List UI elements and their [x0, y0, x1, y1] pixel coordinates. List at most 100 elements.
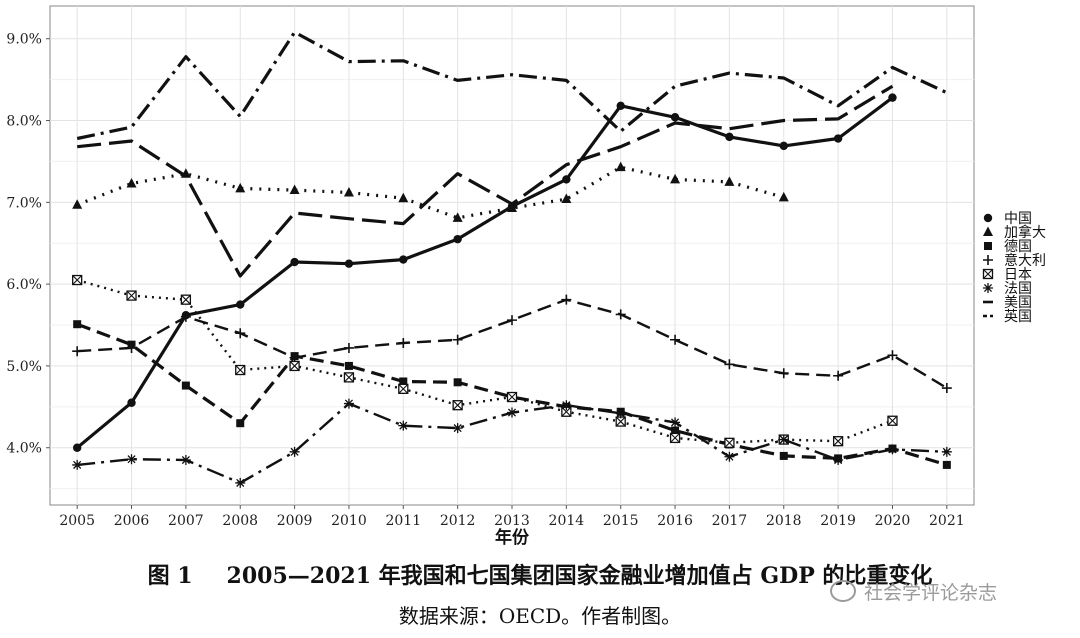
data-point — [615, 309, 626, 320]
marker-star — [724, 451, 735, 462]
data-point — [235, 364, 246, 376]
marker-plus — [941, 383, 952, 394]
data-point — [887, 444, 898, 455]
data-point — [180, 455, 191, 466]
marker-triangle — [235, 182, 246, 193]
data-point — [72, 443, 82, 452]
marker-box-cross — [983, 269, 993, 279]
marker-plus — [670, 334, 681, 345]
legend-label: 意大利 — [1004, 252, 1046, 269]
series-line — [76, 322, 948, 467]
legend-label: 加拿大 — [1004, 224, 1046, 241]
data-point — [887, 415, 898, 426]
legend-key — [983, 255, 993, 265]
marker-star — [615, 408, 626, 419]
data-point — [290, 257, 299, 267]
marker-circle — [779, 141, 788, 151]
legend-label: 美国 — [1004, 295, 1032, 311]
data-point — [453, 378, 462, 387]
y-tick-label: 6.0% — [6, 277, 42, 293]
y-tick-label: 8.0% — [6, 114, 42, 130]
marker-circle — [562, 175, 571, 184]
x-tick-label: 2019 — [820, 513, 856, 529]
x-tick-label: 2018 — [766, 513, 802, 529]
data-point — [670, 334, 681, 345]
series-line — [76, 96, 894, 449]
data-point — [506, 391, 518, 403]
marker-box-cross — [670, 433, 680, 443]
data-point — [344, 361, 353, 370]
marker-plus — [72, 346, 83, 357]
marker-plus — [983, 255, 993, 265]
data-point — [180, 311, 191, 322]
y-tick-label: 7.0% — [6, 195, 42, 211]
x-tick-label: 2014 — [549, 513, 585, 529]
marker-box-cross — [344, 372, 354, 383]
marker-plus — [615, 309, 626, 320]
marker-plus — [126, 342, 137, 353]
legend-item: 加拿大 — [983, 224, 1046, 241]
figure-title: 2005—2021 年我国和七国集团国家金融业增加值占 GDP 的比重变化 — [226, 563, 933, 589]
data-point — [452, 212, 463, 222]
marker-star — [343, 398, 354, 409]
wechat-icon — [830, 580, 856, 602]
data-point — [72, 274, 83, 286]
data-point — [561, 294, 572, 305]
legend-item: 中国 — [983, 211, 1032, 227]
data-point — [724, 176, 735, 186]
marker-box-cross — [289, 361, 300, 371]
marker-star — [452, 423, 463, 434]
legend-label: 英国 — [1004, 308, 1032, 325]
series-4 — [72, 294, 952, 394]
marker-box-cross — [833, 436, 844, 447]
marker-circle — [616, 101, 625, 111]
marker-box-cross — [452, 400, 463, 411]
marker-square — [942, 460, 951, 469]
y-tick-label: 5.0% — [6, 359, 42, 375]
marker-star — [561, 400, 572, 411]
marker-triangle — [507, 202, 517, 213]
series-7 — [77, 84, 894, 278]
marker-circle — [888, 93, 897, 102]
series-group — [72, 30, 952, 488]
series-1 — [72, 93, 897, 452]
data-point — [235, 328, 246, 339]
data-point — [507, 315, 517, 326]
data-point — [832, 436, 844, 447]
marker-square — [779, 451, 788, 460]
data-point — [452, 334, 463, 345]
x-axis-title: 年份 — [495, 527, 530, 548]
marker-star — [887, 444, 898, 455]
marker-triangle — [778, 191, 789, 202]
marker-box-cross — [615, 416, 626, 427]
marker-star — [235, 477, 246, 488]
data-point — [561, 400, 572, 411]
data-point — [725, 132, 734, 142]
marker-circle — [72, 443, 82, 452]
data-point — [398, 338, 409, 349]
x-tick-label: 2017 — [712, 513, 748, 529]
marker-circle — [399, 255, 408, 264]
marker-plus — [887, 350, 898, 361]
series-2 — [72, 161, 789, 222]
data-point — [887, 350, 898, 361]
data-point — [72, 199, 83, 209]
marker-circle — [725, 132, 734, 142]
marker-plus — [507, 315, 517, 326]
data-point — [616, 101, 625, 111]
marker-square — [399, 377, 408, 386]
legend-label: 法国 — [1004, 281, 1032, 297]
data-point — [343, 187, 354, 197]
marker-plus — [343, 342, 354, 353]
data-point — [126, 178, 137, 188]
marker-square — [453, 378, 462, 387]
data-point — [670, 113, 680, 122]
data-point — [453, 234, 462, 244]
data-point — [778, 434, 789, 445]
data-point — [670, 173, 681, 184]
x-tick-label: 2021 — [929, 513, 965, 529]
marker-star — [833, 455, 844, 466]
series-6 — [72, 398, 952, 488]
data-point — [343, 372, 355, 383]
figure-number: 图 1 — [147, 563, 193, 589]
